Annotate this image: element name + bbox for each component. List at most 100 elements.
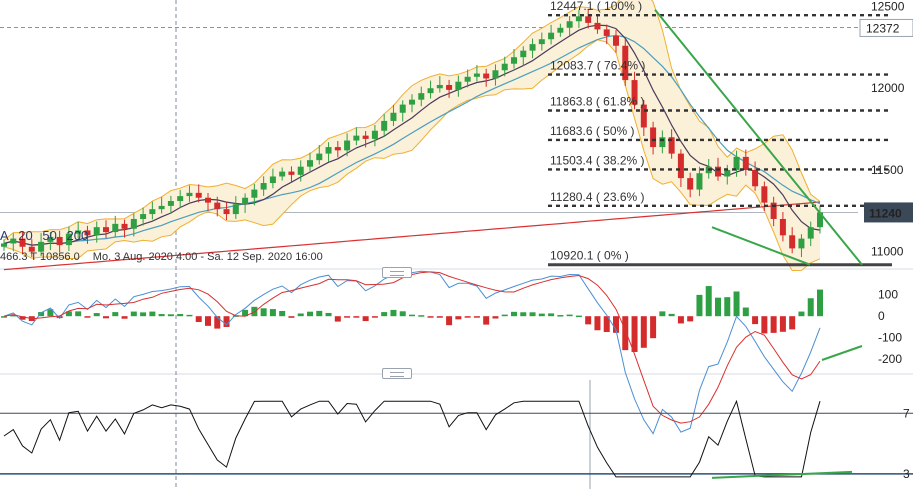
candle-body <box>659 137 666 148</box>
candle-body <box>677 153 684 179</box>
histogram-bar <box>269 309 276 317</box>
candle-body <box>511 57 517 64</box>
candle-body <box>399 104 406 113</box>
candle-body <box>538 39 545 45</box>
histogram-bar <box>631 316 638 352</box>
histogram-bar <box>418 315 425 317</box>
histogram-bar <box>473 316 480 318</box>
candle-body <box>427 88 434 94</box>
price-axis-tick: 12000 <box>871 81 905 95</box>
candle-body <box>501 63 508 71</box>
osc-axis-tick: 100 <box>878 288 898 302</box>
candle-body <box>279 171 286 177</box>
histogram-bar <box>158 314 165 317</box>
histogram-bar <box>149 311 156 317</box>
histogram-bar <box>38 312 45 317</box>
ma-200-label[interactable]: 200 <box>66 228 89 243</box>
candle-body <box>668 137 675 154</box>
candle-body <box>269 176 276 184</box>
pane-resize-handle-1[interactable] <box>382 267 412 278</box>
histogram-bar <box>603 316 610 333</box>
current-price-label: 11240 <box>869 206 902 220</box>
candle-body <box>770 202 777 219</box>
bollinger-band-fill <box>4 0 820 271</box>
candle-body <box>566 21 573 28</box>
histogram-bar <box>297 313 304 317</box>
candle-body <box>752 169 759 187</box>
histogram-bar <box>696 294 703 317</box>
histogram-bar <box>640 316 647 348</box>
candle-body <box>10 238 17 244</box>
candle-body <box>158 205 165 210</box>
candle-body <box>575 16 582 22</box>
histogram-bar <box>167 314 174 317</box>
candle-body <box>316 153 323 161</box>
histogram-bar <box>242 309 249 317</box>
histogram-bar <box>715 297 721 317</box>
candle-body <box>603 29 610 36</box>
candle-body <box>483 73 490 79</box>
histogram-bar <box>19 316 26 320</box>
histogram-bar <box>214 316 221 329</box>
candle-body <box>112 223 119 233</box>
histogram-bar <box>93 313 100 317</box>
fib-level-label: 11683.6 ( 50% ) <box>550 124 635 138</box>
candle-body <box>334 147 341 151</box>
candle-body <box>260 183 267 190</box>
histogram-bar <box>427 316 434 318</box>
candle-body <box>65 233 72 246</box>
candle-body <box>418 93 425 100</box>
ma-20-label[interactable]: 20 <box>18 228 33 243</box>
candle-body <box>344 140 351 151</box>
price-axis-tick: 11500 <box>871 163 904 177</box>
histogram-bar <box>177 313 184 317</box>
histogram-bar <box>687 316 694 322</box>
histogram-bar <box>520 312 527 317</box>
histogram-bar <box>770 316 777 333</box>
histogram-bar <box>529 312 536 317</box>
histogram-bar <box>594 316 601 331</box>
candle-body <box>28 246 35 252</box>
pane-resize-handle-2[interactable] <box>382 368 412 379</box>
candle-body <box>724 169 731 177</box>
divergence-line-osc <box>821 345 863 361</box>
candle-body <box>613 35 619 46</box>
candle-body <box>19 238 26 247</box>
legend-prefix: A <box>0 228 9 243</box>
fib-level-label: 11863.8 ( 61.8% ) <box>550 95 645 109</box>
ma-20-line <box>3 24 821 246</box>
histogram-bar <box>733 291 740 317</box>
rsi-axis-tick: 3 <box>903 467 910 481</box>
candle-body <box>492 70 499 79</box>
divergence-line-rsi <box>711 470 853 479</box>
histogram-bar <box>613 316 619 333</box>
histogram-bar <box>779 316 786 332</box>
candle-body <box>529 44 536 51</box>
price-axis-tick: 11000 <box>871 245 904 259</box>
histogram-bar <box>84 316 91 318</box>
candle-body <box>232 204 239 215</box>
candle-body <box>798 238 805 249</box>
histogram-bar <box>75 311 82 317</box>
histogram-bar <box>130 311 137 317</box>
histogram-bar <box>446 316 453 326</box>
candle-body <box>353 135 360 141</box>
histogram-bar <box>798 311 805 317</box>
ma-50-label[interactable]: 50 <box>42 228 57 243</box>
ohlc-info: 466.3 T 10856.0 <box>0 251 80 263</box>
candle-body <box>1 243 7 247</box>
histogram-bar <box>650 316 657 339</box>
histogram-bar <box>511 311 517 317</box>
histogram-bar <box>789 316 796 330</box>
candle-body <box>140 214 147 219</box>
histogram-bar <box>205 316 211 326</box>
candle-body <box>715 166 721 177</box>
fib-level-label: 11503.4 ( 38.2% ) <box>550 153 645 167</box>
oscillator-signal-line <box>3 271 821 424</box>
candle-body <box>640 104 647 128</box>
moving-average-legend[interactable]: A 20 50 200 <box>0 228 94 243</box>
histogram-bar <box>668 313 675 317</box>
histogram-bar <box>501 314 508 317</box>
